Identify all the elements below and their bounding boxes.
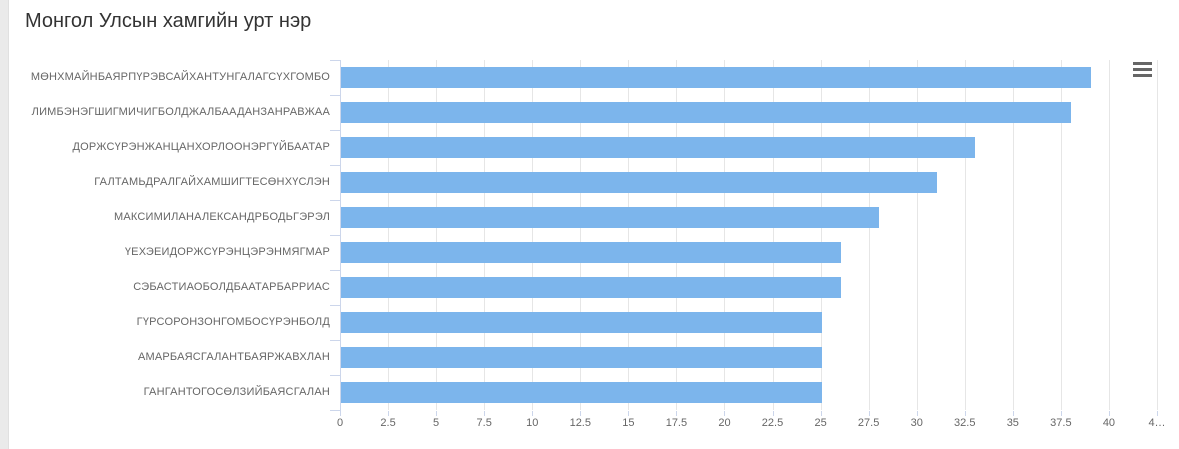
bar[interactable] [341, 137, 976, 158]
x-axis-tick-label: 32.5 [954, 417, 976, 429]
category-label: СЭБАСТИАОБОЛДБААТАРБАРРИАС [133, 280, 330, 293]
x-axis-tick [916, 411, 918, 416]
x-axis-tick-label: 12.5 [569, 417, 591, 429]
x-axis-tick [820, 411, 822, 416]
gridline [1012, 60, 1014, 410]
x-axis-tick [1108, 411, 1110, 416]
category-axis-tick [330, 340, 340, 341]
page-edge-strip [0, 0, 9, 449]
x-axis-tick-label: 35 [1006, 417, 1019, 429]
x-axis-tick [628, 411, 630, 416]
x-axis-tick [724, 411, 726, 416]
category-axis-tick [330, 235, 340, 236]
x-axis-tick [388, 411, 390, 416]
category-axis-tick [330, 130, 340, 131]
gridline [580, 60, 582, 410]
x-axis-tick [676, 411, 678, 416]
gridline [532, 60, 534, 410]
x-axis-tick-label: 2.5 [380, 417, 396, 429]
gridline [772, 60, 774, 410]
x-axis-tick [964, 411, 966, 416]
x-axis-tick [868, 411, 870, 416]
category-axis-tick [330, 95, 340, 96]
bar[interactable] [341, 242, 841, 263]
gridline [628, 60, 630, 410]
bar[interactable] [341, 347, 822, 368]
gridline [1060, 60, 1062, 410]
gridline [820, 60, 822, 410]
category-label: ДОРЖСҮРЭНЖАНЦАНХОРЛООНЭРГҮЙБААТАР [72, 140, 330, 153]
gridline [1108, 60, 1110, 410]
x-axis-tick [772, 411, 774, 416]
bar[interactable] [341, 207, 880, 228]
category-label: АМАРБАЯСГАЛАНТБАЯРЖАВХЛАН [137, 350, 330, 363]
category-label: ЛИМБЭНЭГШИГМИЧИГБОЛДЖАЛБААДАНЗАНРАВЖАА [31, 105, 330, 118]
gridline [388, 60, 390, 410]
x-axis-tick-label: 27.5 [857, 417, 880, 429]
gridline [724, 60, 726, 410]
x-axis-tick-label: 37.5 [1050, 417, 1072, 429]
gridline [916, 60, 918, 410]
x-axis-tick [1157, 411, 1158, 416]
hamburger-icon [1132, 61, 1152, 77]
x-axis-tick [340, 411, 341, 416]
gridline [484, 60, 486, 410]
category-label: ГҮРСОРОНЗОНГОМБОСҮРЭНБОЛД [136, 315, 330, 328]
category-label: ГАЛТАМЬДРАЛГАЙХАМШИГТЕСӨНХҮСЛЭН [94, 175, 330, 188]
x-axis-tick-label: 5 [433, 417, 440, 429]
x-axis-tick [1012, 411, 1014, 416]
x-axis-tick-label: 4… [1148, 417, 1166, 429]
category-axis-tick [330, 375, 340, 376]
x-axis-tick-label: 22.5 [761, 417, 784, 429]
bar[interactable] [341, 277, 841, 298]
x-axis-tick [532, 411, 534, 416]
x-axis-tick-label: 40 [1102, 417, 1116, 429]
category-label: ҮЕХЭЕИДОРЖСҮРЭНЦЭРЭНМЯГМАР [124, 245, 330, 258]
x-axis-tick-label: 0 [336, 417, 344, 429]
x-axis-tick [436, 411, 438, 416]
category-axis-tick [330, 60, 340, 61]
category-label: МАКСИМИЛАНАЛЕКСАНДРБОДЬГЭРЭЛ [113, 210, 330, 223]
gridline [964, 60, 966, 410]
x-axis-tick [1060, 411, 1062, 416]
gridline [676, 60, 678, 410]
category-axis-tick [330, 270, 340, 271]
category-axis-tick [330, 410, 340, 411]
x-axis-tick-label: 17.5 [665, 417, 688, 429]
bar[interactable] [341, 67, 1091, 88]
x-axis-tick-label: 7.5 [476, 417, 492, 429]
category-axis-tick [330, 200, 340, 201]
chart-context-menu-button[interactable] [1128, 57, 1156, 81]
chart-title: Монгол Улсын хамгийн урт нэр [25, 10, 312, 32]
category-axis-tick [330, 305, 340, 306]
category-label: МӨНХМАЙНБАЯРПҮРЭВСАЙХАНТУНГАЛАГСҮХГОМБО [30, 70, 330, 83]
gridline [868, 60, 870, 410]
category-label: ГАНГАНТОГОСӨЛЗИЙБАЯСГАЛАН [143, 385, 330, 398]
bar[interactable] [341, 102, 1072, 123]
category-axis-tick [330, 165, 340, 166]
x-axis-tick [580, 411, 582, 416]
x-axis-tick [484, 411, 486, 416]
x-axis-tick-label: 10 [526, 417, 539, 429]
gridline [436, 60, 438, 410]
x-axis-tick-label: 25 [814, 417, 827, 429]
x-axis-tick-label: 30 [910, 417, 923, 429]
category-axis-line [340, 60, 341, 411]
x-axis-tick-label: 15 [622, 417, 635, 429]
gridline [1157, 60, 1158, 410]
bar[interactable] [341, 172, 937, 193]
bar[interactable] [341, 382, 822, 403]
bar[interactable] [341, 312, 822, 333]
x-axis-tick-label: 20 [718, 417, 731, 429]
